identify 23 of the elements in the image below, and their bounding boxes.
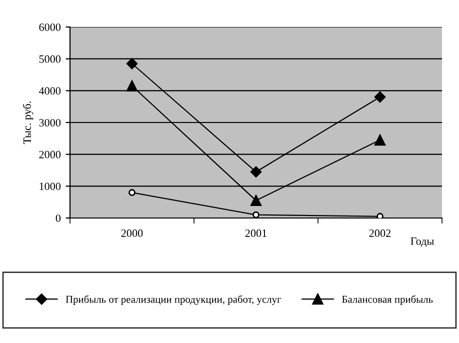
x-axis-title: Годы bbox=[410, 238, 434, 247]
point bbox=[252, 211, 260, 218]
y-tick-label: 2000 bbox=[39, 150, 61, 158]
x-tick-label: 2001 bbox=[245, 229, 266, 237]
point bbox=[250, 194, 262, 206]
x-tick-label: 2002 bbox=[369, 229, 390, 237]
y-tick-label: 4000 bbox=[38, 87, 61, 95]
y-tick-label: 3000 bbox=[39, 118, 61, 126]
y-tick-label: 0 bbox=[56, 214, 61, 222]
point bbox=[250, 166, 262, 178]
point bbox=[126, 80, 138, 92]
x-tick-label: 2000 bbox=[121, 229, 143, 237]
y-tick-label: 6000 bbox=[39, 23, 61, 31]
point bbox=[126, 58, 138, 70]
y-tick-label: 5000 bbox=[39, 55, 61, 63]
y-tick-label: 1000 bbox=[40, 182, 61, 190]
legend-label: Балансовая прибыль bbox=[342, 295, 433, 305]
point bbox=[376, 212, 384, 218]
legend-label: Прибыль от реализации продукции, работ, услуг bbox=[66, 295, 282, 305]
point bbox=[128, 189, 136, 196]
point bbox=[374, 91, 386, 103]
point bbox=[374, 134, 386, 146]
y-axis-title: Тыс. руб. bbox=[22, 102, 34, 144]
